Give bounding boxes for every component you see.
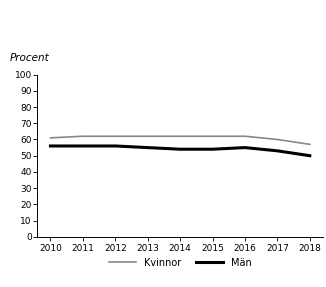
Text: Procent: Procent: [10, 53, 50, 63]
Text: Diagram 3.19 Andel vuxna som besökt tandläkare eller
tandhygienist för undersökn: Diagram 3.19 Andel vuxna som besökt tand…: [4, 6, 326, 30]
Legend: Kvinnor, Män: Kvinnor, Män: [109, 258, 251, 267]
